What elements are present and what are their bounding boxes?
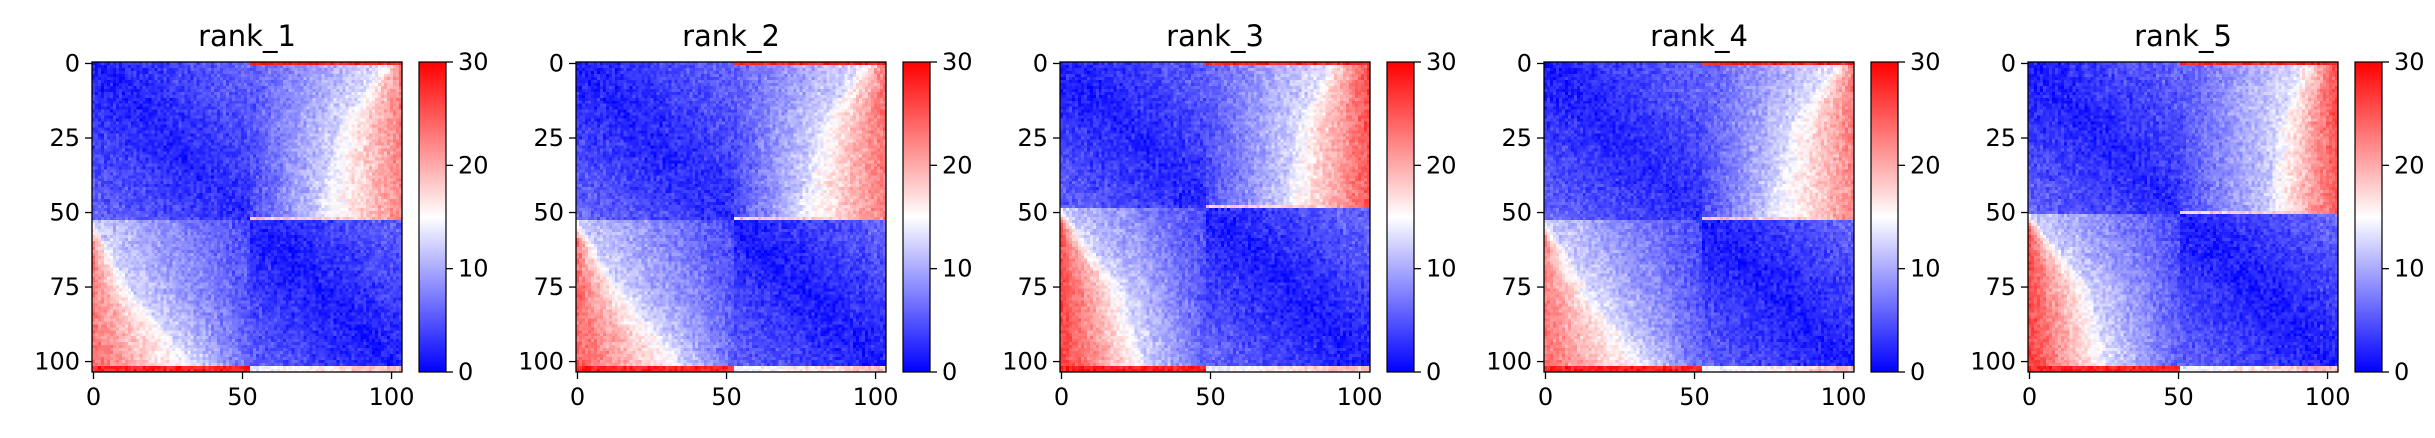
- y-tick-label: 75: [1985, 273, 2016, 301]
- panel-title: rank_1: [198, 19, 296, 53]
- x-tick-label: 50: [2163, 383, 2194, 411]
- y-tick-label: 25: [533, 124, 564, 152]
- y-tick-label: 50: [49, 199, 80, 227]
- colorbar-tick-label: 10: [1910, 255, 1941, 283]
- colorbar-tick-label: 10: [942, 255, 973, 283]
- x-tick-label: 0: [570, 383, 585, 411]
- heatmap-frame: [1543, 61, 1855, 373]
- y-tick-label: 0: [1517, 49, 1532, 77]
- y-tick-label: 0: [549, 49, 564, 77]
- y-tick-label: 75: [49, 273, 80, 301]
- y-tick-label: 75: [533, 273, 564, 301]
- colorbar-tick-label: 20: [1910, 151, 1941, 179]
- x-tick-label: 100: [1821, 383, 1867, 411]
- colorbar-tick-label: 30: [1910, 48, 1941, 76]
- heatmap-image: [576, 62, 886, 372]
- colorbar-tick-label: 10: [1426, 255, 1457, 283]
- colorbar-tick-label: 20: [458, 151, 489, 179]
- x-tick-label: 50: [1679, 383, 1710, 411]
- colorbar-tick-label: 20: [1426, 151, 1457, 179]
- colorbar-tick-label: 10: [458, 255, 489, 283]
- y-tick-label: 100: [1486, 348, 1532, 376]
- heatmap-frame: [575, 61, 887, 373]
- x-tick-label: 100: [2305, 383, 2351, 411]
- panel-title: rank_3: [1166, 19, 1264, 53]
- panel-title: rank_5: [2134, 19, 2232, 53]
- y-tick-label: 100: [1970, 348, 2016, 376]
- y-tick-label: 25: [49, 124, 80, 152]
- heatmap-image: [1544, 62, 1854, 372]
- colorbar-tick-label: 0: [1426, 358, 1441, 386]
- colorbar: [902, 61, 931, 373]
- panel-title: rank_4: [1650, 19, 1748, 53]
- y-tick-label: 0: [65, 49, 80, 77]
- colorbar-tick-label: 0: [458, 358, 473, 386]
- heatmap-image: [2028, 62, 2338, 372]
- y-tick-label: 0: [1033, 49, 1048, 77]
- y-tick-label: 25: [1501, 124, 1532, 152]
- y-tick-label: 75: [1501, 273, 1532, 301]
- colorbar-tick-label: 30: [458, 48, 489, 76]
- y-tick-label: 50: [1501, 199, 1532, 227]
- y-tick-label: 0: [2001, 49, 2016, 77]
- x-tick-label: 100: [369, 383, 415, 411]
- heatmap-frame: [1059, 61, 1371, 373]
- y-tick-label: 100: [1002, 348, 1048, 376]
- colorbar: [1870, 61, 1899, 373]
- y-tick-label: 25: [1985, 124, 2016, 152]
- y-tick-label: 50: [533, 199, 564, 227]
- x-tick-label: 50: [227, 383, 258, 411]
- colorbar-tick-label: 30: [942, 48, 973, 76]
- colorbar-tick-label: 10: [2394, 255, 2425, 283]
- colorbar-tick-label: 0: [1910, 358, 1925, 386]
- x-tick-label: 0: [1538, 383, 1553, 411]
- x-tick-label: 100: [1337, 383, 1383, 411]
- colorbar-tick-label: 30: [2394, 48, 2425, 76]
- heatmap-image: [92, 62, 402, 372]
- x-tick-label: 0: [1054, 383, 1069, 411]
- colorbar: [2354, 61, 2383, 373]
- x-tick-label: 0: [2022, 383, 2037, 411]
- heatmap-frame: [91, 61, 403, 373]
- y-tick-label: 50: [1985, 199, 2016, 227]
- colorbar-tick-label: 20: [2394, 151, 2425, 179]
- y-tick-label: 50: [1017, 199, 1048, 227]
- colorbar-tick-label: 20: [942, 151, 973, 179]
- colorbar-tick-label: 0: [2394, 358, 2409, 386]
- x-tick-label: 50: [711, 383, 742, 411]
- panel-title: rank_2: [682, 19, 780, 53]
- x-tick-label: 50: [1195, 383, 1226, 411]
- y-tick-label: 100: [34, 348, 80, 376]
- colorbar-tick-label: 0: [942, 358, 957, 386]
- y-tick-label: 75: [1017, 273, 1048, 301]
- colorbar: [1386, 61, 1415, 373]
- colorbar: [418, 61, 447, 373]
- x-tick-label: 0: [86, 383, 101, 411]
- heatmap-image: [1060, 62, 1370, 372]
- y-tick-label: 25: [1017, 124, 1048, 152]
- heatmap-frame: [2027, 61, 2339, 373]
- x-tick-label: 100: [853, 383, 899, 411]
- colorbar-tick-label: 30: [1426, 48, 1457, 76]
- y-tick-label: 100: [518, 348, 564, 376]
